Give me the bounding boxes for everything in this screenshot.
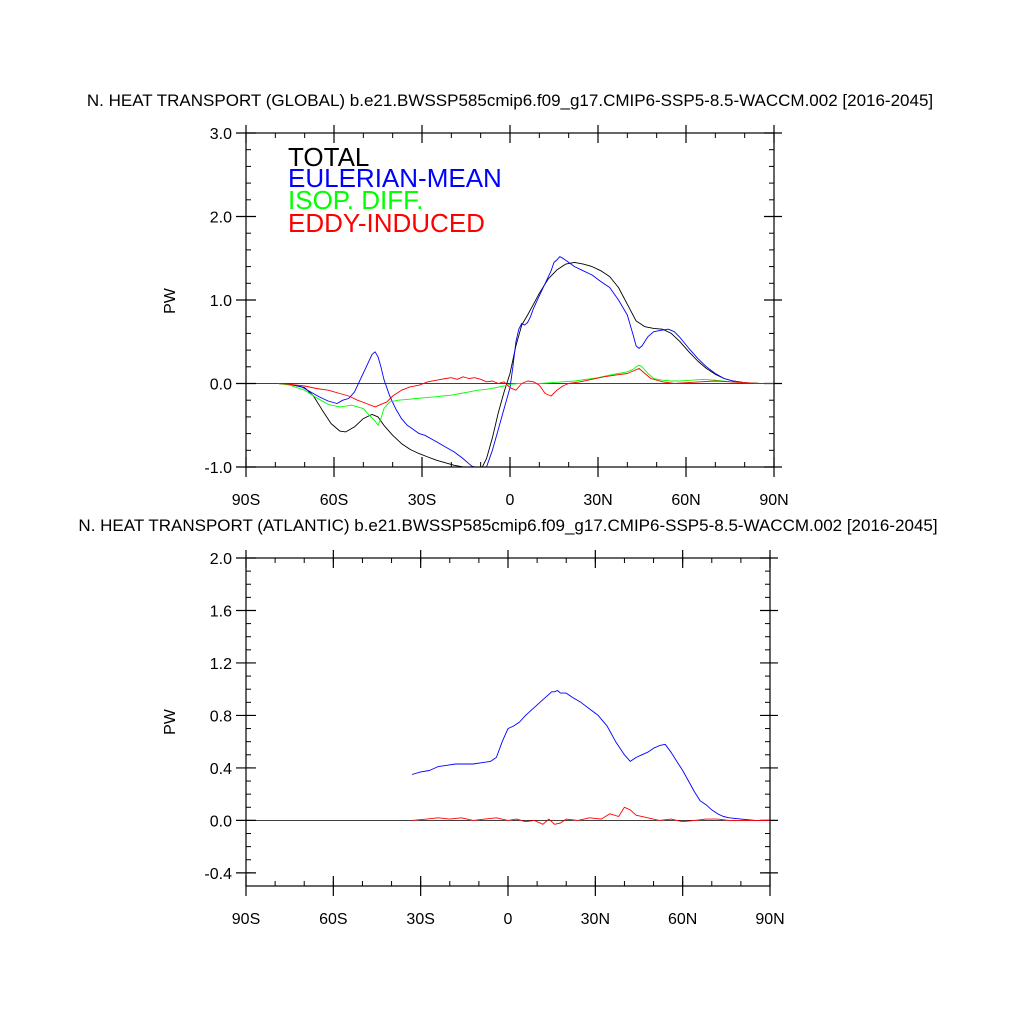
global-x-tick-label: 90N — [759, 492, 788, 509]
atlantic-x-tick-label: 60N — [668, 911, 697, 928]
atlantic-panel: N. HEAT TRANSPORT (ATLANTIC) b.e21.BWSSP… — [78, 516, 937, 928]
global-series-line-isop-diff — [278, 364, 774, 426]
global-chart-title: N. HEAT TRANSPORT (GLOBAL) b.e21.BWSSP58… — [87, 91, 933, 110]
atlantic-series-line-series-0 — [411, 690, 770, 821]
legend-total: TOTAL — [288, 142, 369, 172]
atlantic-y-tick-label: 0.8 — [210, 708, 232, 725]
global-y-tick-label: 0.0 — [210, 377, 232, 394]
global-legend: TOTAL EULERIAN-MEAN ISOP. DIFF. EDDY-IND… — [288, 142, 502, 238]
global-plot-frame — [245, 132, 775, 468]
legend-eulerian-mean: EULERIAN-MEAN — [288, 163, 502, 193]
atlantic-x-tick-label: 60S — [319, 911, 347, 928]
atlantic-y-tick-label: 1.6 — [210, 603, 232, 620]
global-x-tick-label: 60N — [671, 492, 700, 509]
atlantic-series — [246, 690, 770, 825]
atlantic-y-tick-label: -0.4 — [204, 866, 232, 883]
legend-isop-diff: ISOP. DIFF. — [288, 185, 423, 215]
global-y-axis-label: PW — [162, 287, 179, 314]
global-y-tick-label: 3.0 — [210, 126, 232, 143]
atlantic-y-tick-label: 1.2 — [210, 656, 232, 673]
atlantic-x-tick-label: 30S — [406, 911, 434, 928]
global-panel: N. HEAT TRANSPORT (GLOBAL) b.e21.BWSSP58… — [87, 91, 933, 509]
global-series-line-eddy-induced — [278, 368, 774, 408]
global-x-tick-label: 0 — [506, 492, 515, 509]
atlantic-ticks: -0.4 0.0 0.4 0.8 1.2 1.6 2.0 90S 60S 30S 0 30N 60N 90… — [204, 550, 785, 928]
atlantic-x-tick-label: 30N — [581, 911, 610, 928]
global-x-tick-label: 60S — [320, 492, 348, 509]
atlantic-plot-frame — [245, 557, 771, 887]
atlantic-x-tick-label: 90S — [232, 911, 260, 928]
atlantic-y-axis-label: PW — [162, 708, 179, 735]
atlantic-y-tick-label: 2.0 — [210, 551, 232, 568]
global-series — [246, 256, 774, 467]
legend-eddy-induced: EDDY-INDUCED — [288, 208, 485, 238]
global-x-tick-label: 30N — [583, 492, 612, 509]
global-series-line-eulerian-mean — [278, 256, 774, 467]
global-x-tick-label: 90S — [232, 492, 260, 509]
global-y-tick-label: -1.0 — [204, 460, 232, 477]
atlantic-y-tick-label: 0.4 — [210, 761, 232, 778]
global-x-tick-label: 30S — [408, 492, 436, 509]
atlantic-chart-title: N. HEAT TRANSPORT (ATLANTIC) b.e21.BWSSP… — [78, 516, 937, 535]
global-y-tick-label: 2.0 — [210, 210, 232, 227]
atlantic-x-tick-label: 90N — [755, 911, 784, 928]
atlantic-series-line-series-1 — [411, 806, 770, 825]
global-y-tick-label: 1.0 — [210, 293, 232, 310]
atlantic-y-tick-label: 0.0 — [210, 813, 232, 830]
atlantic-x-tick-label: 0 — [504, 911, 513, 928]
